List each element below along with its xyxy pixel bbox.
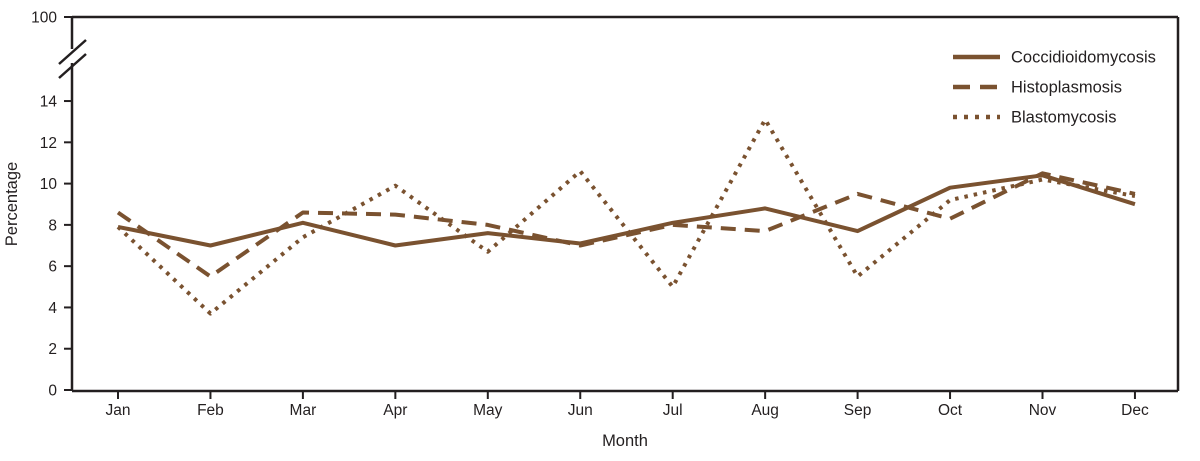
y-tick-label: 4	[48, 300, 57, 317]
legend-label: Blastomycosis	[1011, 109, 1116, 127]
x-tick-label: Dec	[1121, 402, 1149, 419]
y-tick-label: 2	[48, 341, 57, 358]
y-tick-label: 12	[40, 135, 57, 152]
legend: Coccidioidomycosis Histoplasmosis Blastomy…	[953, 49, 1156, 127]
x-tick-label: Apr	[383, 402, 407, 419]
series-line-histoplasmosis	[116, 171, 1136, 279]
plot-frame	[70, 15, 1180, 393]
legend-item-histoplasmosis: Histoplasmosis	[953, 79, 1122, 97]
series-line-coccidioidomycosis	[117, 173, 1136, 248]
x-tick-label: Feb	[197, 402, 224, 419]
x-tick-label: Jan	[106, 402, 131, 419]
x-axis-label: Month	[602, 432, 648, 450]
x-tick-label: Oct	[938, 402, 963, 419]
x-tick-label: Sep	[844, 402, 872, 419]
y-tick-label: 10	[40, 176, 58, 193]
y-axis-ticks: 0 2 4 6 8 10 12 14 100	[31, 10, 72, 400]
x-axis-ticks: Jan Feb Mar Apr May Jun Jul Aug Sep Oct Nov Dec	[106, 391, 1149, 419]
legend-item-blastomycosis: Blastomycosis	[953, 109, 1116, 127]
y-tick-label-break-top: 100	[31, 10, 57, 27]
x-tick-label: Mar	[290, 402, 317, 419]
y-tick-label: 6	[48, 259, 57, 276]
y-tick-label: 0	[48, 383, 57, 400]
x-tick-label: Jun	[568, 402, 593, 419]
y-tick-label: 14	[40, 94, 58, 111]
x-tick-label: Nov	[1029, 402, 1057, 419]
legend-label: Coccidioidomycosis	[1011, 49, 1156, 67]
y-axis-label: Percentage	[3, 162, 21, 246]
x-tick-label: Aug	[751, 402, 779, 419]
legend-item-coccidioidomycosis: Coccidioidomycosis	[953, 49, 1156, 67]
legend-label: Histoplasmosis	[1011, 79, 1122, 97]
series-line-blastomycosis	[116, 117, 1136, 316]
y-axis-break-icon	[58, 39, 87, 79]
y-tick-label: 8	[48, 217, 57, 234]
x-tick-label: May	[473, 402, 503, 419]
x-tick-label: Jul	[663, 402, 683, 419]
